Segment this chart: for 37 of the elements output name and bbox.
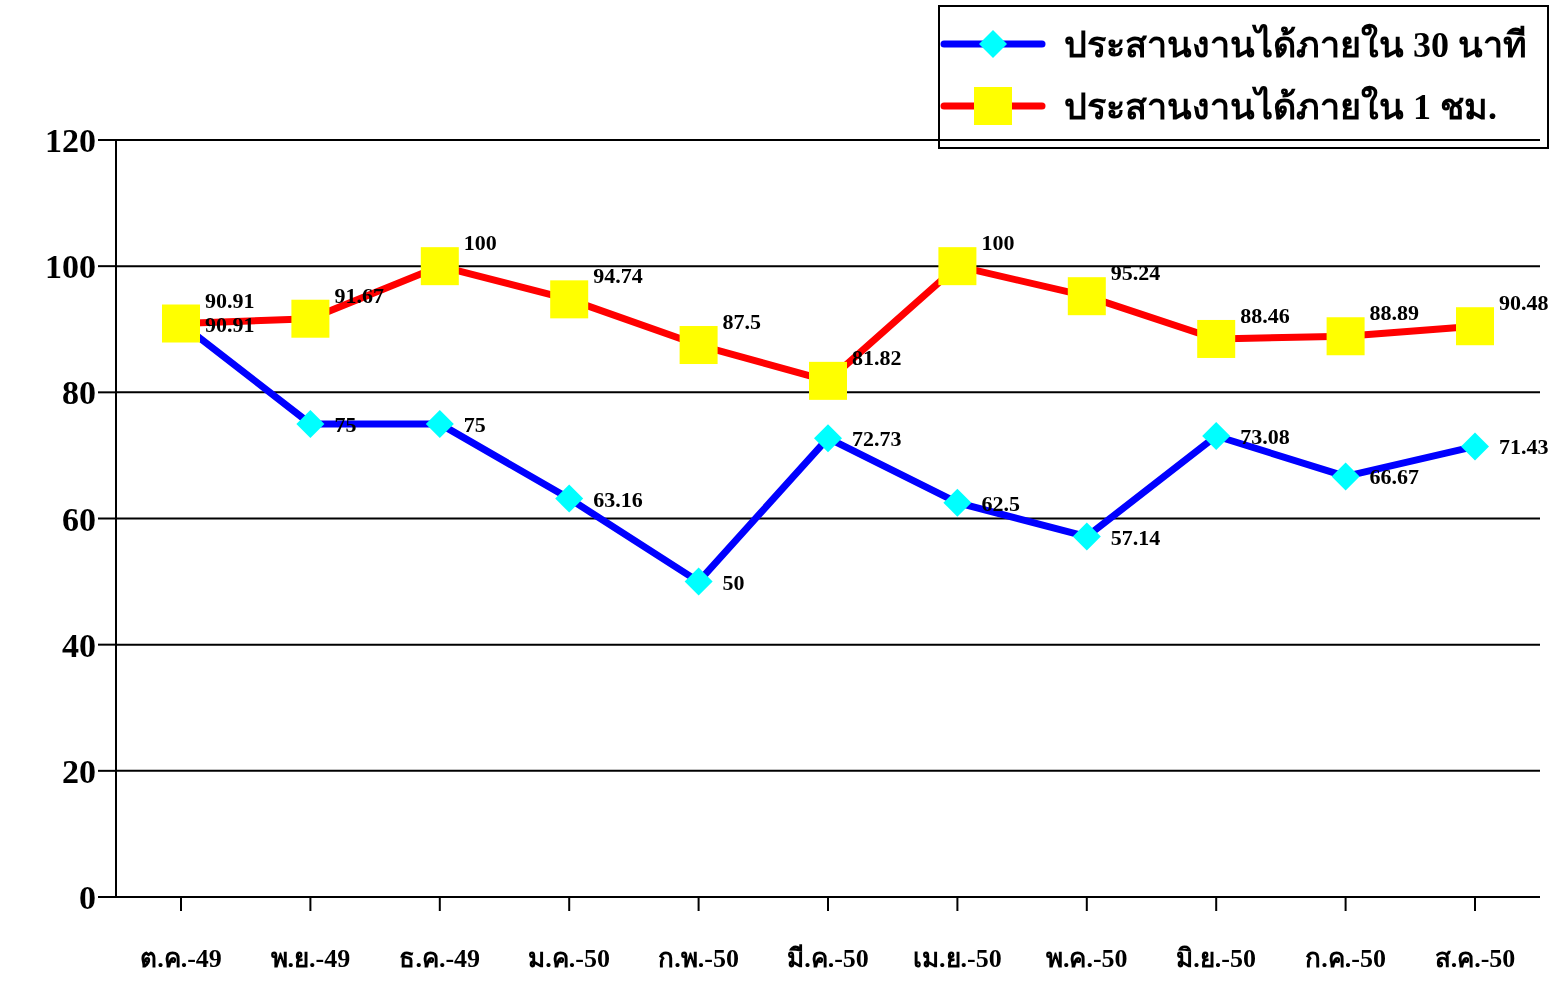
y-tick-label: 0	[79, 879, 96, 917]
legend-label: ประสานงานได้ภายใน 30 นาที	[1064, 22, 1527, 67]
y-tick-label: 80	[62, 374, 96, 412]
data-label: 63.16	[593, 486, 643, 512]
data-label: 100	[463, 230, 497, 256]
data-label: 87.5	[722, 309, 762, 335]
data-label: 50	[722, 569, 745, 595]
data-label: 88.46	[1240, 302, 1290, 328]
x-tick-label: ม.ค.-50	[528, 944, 611, 974]
data-label: 71.43	[1499, 434, 1549, 460]
y-tick-label: 40	[62, 626, 96, 664]
x-tick-label: ก.ค.-50	[1305, 944, 1386, 974]
x-tick-label: เม.ย.-50	[913, 944, 1002, 974]
data-label: 73.08	[1240, 423, 1290, 449]
data-label: 66.67	[1369, 464, 1420, 490]
x-tick-label: พ.ค.-50	[1045, 944, 1128, 974]
x-tick-label: ธ.ค.-49	[399, 944, 481, 974]
y-tick-label: 60	[62, 500, 96, 538]
x-tick-label: ส.ค.-50	[1434, 944, 1516, 974]
data-label: 62.5	[981, 490, 1020, 516]
data-label: 90.48	[1499, 290, 1549, 316]
x-tick-label: ก.พ.-50	[658, 944, 739, 974]
data-label: 75	[463, 411, 486, 437]
data-label: 88.89	[1369, 300, 1420, 326]
y-tick-label: 100	[45, 248, 96, 286]
x-tick-label: พ.ย.-49	[270, 944, 351, 974]
legend-label: ประสานงานได้ภายใน 1 ชม.	[1064, 84, 1497, 129]
y-tick-label: 20	[62, 752, 96, 790]
data-label: 72.73	[852, 426, 902, 452]
data-label: 57.14	[1110, 524, 1161, 550]
data-label: 90.91	[205, 287, 255, 313]
x-tick-label: มิ.ย.-50	[1176, 944, 1257, 974]
x-tick-label: ต.ค.-49	[140, 944, 222, 974]
data-label: 100	[981, 230, 1015, 256]
x-tick-label: มี.ค.-50	[787, 944, 869, 974]
y-tick-label: 120	[45, 122, 96, 160]
data-label: 94.74	[593, 263, 643, 289]
